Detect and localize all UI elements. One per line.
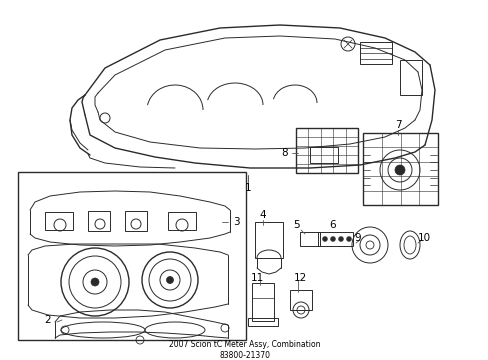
Text: 9: 9 (354, 233, 361, 243)
Bar (309, 147, 337, 163)
Bar (168, 212, 196, 230)
Circle shape (91, 278, 99, 286)
Circle shape (346, 237, 351, 242)
Bar (45, 212, 73, 230)
Text: 11: 11 (250, 273, 263, 283)
Text: 5: 5 (292, 220, 299, 230)
Bar (362, 133, 437, 205)
Bar (317, 232, 352, 246)
Bar (247, 318, 278, 326)
Circle shape (330, 237, 335, 242)
Text: 12: 12 (293, 273, 306, 283)
Bar (399, 60, 421, 95)
Text: 1: 1 (244, 183, 251, 193)
Circle shape (166, 276, 173, 284)
Circle shape (322, 237, 327, 242)
Text: 2: 2 (44, 315, 51, 325)
Circle shape (338, 237, 343, 242)
Bar (251, 283, 273, 321)
Bar (295, 128, 357, 173)
Bar (359, 42, 391, 64)
Bar (88, 211, 110, 231)
Text: 10: 10 (417, 233, 429, 243)
Bar (254, 222, 283, 258)
Bar (18, 172, 245, 340)
Text: 2007 Scion tC Meter Assy, Combination
83800-21370: 2007 Scion tC Meter Assy, Combination 83… (168, 340, 320, 360)
Bar (125, 211, 147, 231)
Text: 4: 4 (259, 210, 266, 220)
Circle shape (394, 165, 404, 175)
Text: 7: 7 (394, 120, 401, 130)
Text: 3: 3 (232, 217, 239, 227)
Bar (299, 232, 319, 246)
Text: 8: 8 (281, 148, 288, 158)
Text: 6: 6 (329, 220, 336, 230)
Bar (289, 290, 311, 310)
